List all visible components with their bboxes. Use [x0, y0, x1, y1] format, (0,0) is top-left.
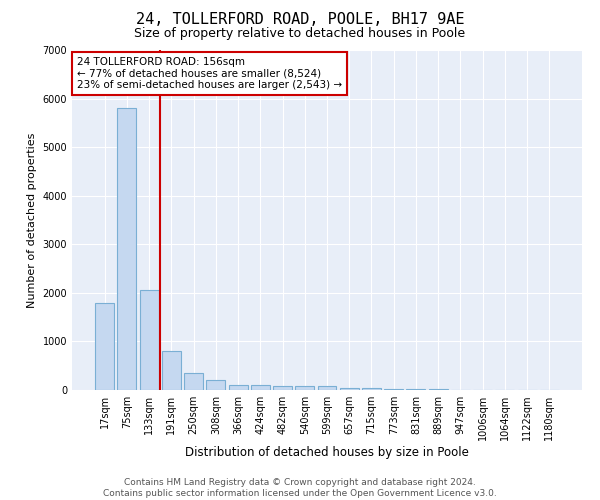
Y-axis label: Number of detached properties: Number of detached properties	[27, 132, 37, 308]
Bar	[251, 384, 270, 390]
Bar	[273, 386, 292, 390]
Bar	[140, 290, 158, 390]
Text: 24 TOLLERFORD ROAD: 156sqm
← 77% of detached houses are smaller (8,524)
23% of s: 24 TOLLERFORD ROAD: 156sqm ← 77% of deta…	[77, 57, 342, 90]
Bar	[384, 388, 403, 390]
Bar	[340, 388, 359, 390]
Bar	[118, 108, 136, 390]
X-axis label: Distribution of detached houses by size in Poole: Distribution of detached houses by size …	[185, 446, 469, 459]
Bar	[229, 384, 248, 390]
Bar	[295, 386, 314, 390]
Text: 24, TOLLERFORD ROAD, POOLE, BH17 9AE: 24, TOLLERFORD ROAD, POOLE, BH17 9AE	[136, 12, 464, 28]
Bar	[206, 380, 225, 390]
Bar	[184, 373, 203, 390]
Bar	[162, 351, 181, 390]
Text: Contains HM Land Registry data © Crown copyright and database right 2024.
Contai: Contains HM Land Registry data © Crown c…	[103, 478, 497, 498]
Text: Size of property relative to detached houses in Poole: Size of property relative to detached ho…	[134, 28, 466, 40]
Bar	[317, 386, 337, 390]
Bar	[95, 302, 114, 390]
Bar	[406, 389, 425, 390]
Bar	[362, 388, 381, 390]
